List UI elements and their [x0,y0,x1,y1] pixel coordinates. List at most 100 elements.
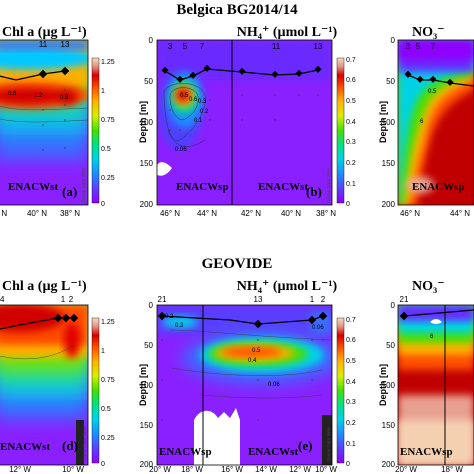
contour-label: 0.06 [312,325,324,331]
panel-label: (a) [62,184,77,199]
odv-watermark: Ocean Data View [326,167,331,203]
station-label: 21 [158,295,167,304]
station-label: 1 [61,295,66,304]
colorbar-tick: 0.6 [346,337,356,344]
contour-label: 6 [420,119,424,125]
y-tick-label: 200 [382,200,396,209]
water-mass-label: ENACWst [8,181,58,193]
station-labels-a: 11 13 [39,40,70,49]
colorbar-tick: 0.2 [346,160,356,167]
odv-watermark: Ocean Data View [326,426,331,462]
contour-label: 0.6 [189,97,198,103]
x-tick-label: 20° W [149,465,171,474]
y-tick-label: 100 [382,381,396,390]
x-tick-label: 44° N [197,209,217,218]
water-mass-label: ENACWsp [176,181,229,193]
panel-b: NH₄⁺ (µmol L⁻¹) 0.5 0.6 0.3 0.2 0.1 0.06 [138,25,356,218]
panel-e: NH₄⁺ (µmol L⁻¹) 0.2 0.3 0.5 0.4 0.06 0.0… [138,279,356,474]
colorbar-tick: 0.75 [101,377,115,384]
water-mass-label: ENACWsp [412,181,465,193]
panel-c: NO₃⁻ 0.5 6 3 5 7 Depth [m] 0 [378,25,474,218]
station-label: 3 [168,42,173,51]
colorbar-tick: 0.25 [101,175,115,182]
x-tick-label: 12° W [9,465,31,474]
x-ticks-b: 46° N 44° N 42° N 40° N 38° N [160,209,336,218]
colorbar-tick: 0.2 [346,420,356,427]
mld-markers-e [157,311,328,329]
colorbar-tick: 1.25 [101,319,115,326]
x-tick-label: 40° N [27,209,47,218]
y-tick-label: 200 [140,460,154,469]
contour-label: 6 [430,334,434,340]
station-label: 7 [431,42,436,51]
contour-label: 0.8 [60,95,69,101]
y-tick-label: 0 [391,301,396,310]
y-axis-label: Depth [m] [378,101,388,143]
x-tick-label: 40° N [281,209,301,218]
water-mass-label: ENACWsp [400,446,453,458]
colorbar-tick: 0 [346,201,350,208]
x-tick-label: 42° N [241,209,261,218]
x-tick-label: 46° N [400,209,420,218]
colorbar-tick: 0.7 [346,57,356,64]
colorbar-e: 0.7 0.6 0.5 0.4 0.3 0.2 0.1 0 [336,317,356,468]
section-title-geovide: GEOVIDE [202,256,273,272]
panel-e-title: NH₄⁺ (µmol L⁻¹) [237,279,338,294]
mld-line-f [403,309,474,317]
y-ticks-e: 0 50 100 150 200 [140,301,154,469]
station-label: 3 [406,42,411,51]
contour-label: 0.5 [252,348,261,354]
station-label: 2 [69,295,74,304]
x-tick-label: 18° W [441,465,463,474]
x-ticks-e: 20° W 18° W 16° W 14° W 12° W 10° W [149,465,337,474]
panel-a-field: 1.2 0.6 0.8 [0,40,88,205]
panel-f-field: 6 [398,305,474,465]
colorbar-tick: 0.1 [346,441,356,448]
y-ticks-c: 0 50 100 150 200 [382,36,396,209]
station-labels-c: 3 5 7 [406,42,436,51]
x-tick-label: 44° N [450,209,470,218]
x-tick-label: 14° W [255,465,277,474]
x-tick-label: 46° N [160,209,180,218]
mld-markers-d [53,313,79,323]
panel-c-title: NO₃⁻ [412,25,445,40]
contour-label: 0.3 [175,323,184,329]
mld-line-a [0,70,66,81]
y-tick-label: 50 [386,341,395,350]
y-tick-label: 100 [140,118,154,127]
odv-watermark: Ocean Data View [81,167,86,203]
station-labels-b: 3 5 7 11 13 [168,42,323,51]
station-label: 4 [0,295,5,304]
y-tick-label: 100 [140,381,154,390]
x-tick-label: 18° W [181,465,203,474]
mld-markers-a [38,66,70,79]
panel-a-title: Chl a (µg L⁻¹) [2,25,87,40]
y-tick-label: 0 [391,36,396,45]
station-labels-d: 4 1 2 [0,295,74,304]
y-tick-label: 50 [144,341,153,350]
y-ticks-f: 0 50 100 150 200 [382,301,396,469]
colorbar-d: 1.25 1 0.75 0.5 0.25 0 [91,317,115,468]
colorbar-tick: 0 [101,461,105,468]
panel-f: NO₃⁻ 6 21 Depth [m] 0 50 100 150 200 ENA… [378,279,474,474]
y-axis-label: Depth [m] [138,364,148,406]
contour-label: 0.4 [248,358,257,364]
y-tick-label: 0 [149,301,154,310]
colorbar-tick: 0.6 [346,77,356,84]
y-tick-label: 200 [140,200,154,209]
panel-label: (b) [306,184,322,199]
colorbar-tick: 1.25 [101,59,115,66]
sample-dots-e [161,339,324,421]
colorbar-a: 1.25 1 0.75 0.5 0.25 0 [91,57,115,208]
y-tick-label: 100 [382,118,396,127]
y-tick-label: 150 [140,421,154,430]
panel-c-field: 0.5 6 [398,40,474,205]
x-tick-label: 10° W [62,465,84,474]
y-ticks-b: 0 50 100 150 200 [140,36,154,209]
contour-label: 0.3 [198,99,207,105]
y-tick-label: 0 [149,36,154,45]
colorbar-tick: 0 [346,461,350,468]
station-label: 21 [400,295,409,304]
panel-e-field: 0.2 0.3 0.5 0.4 0.06 0.06 [157,305,332,465]
station-label: 13 [314,42,323,51]
